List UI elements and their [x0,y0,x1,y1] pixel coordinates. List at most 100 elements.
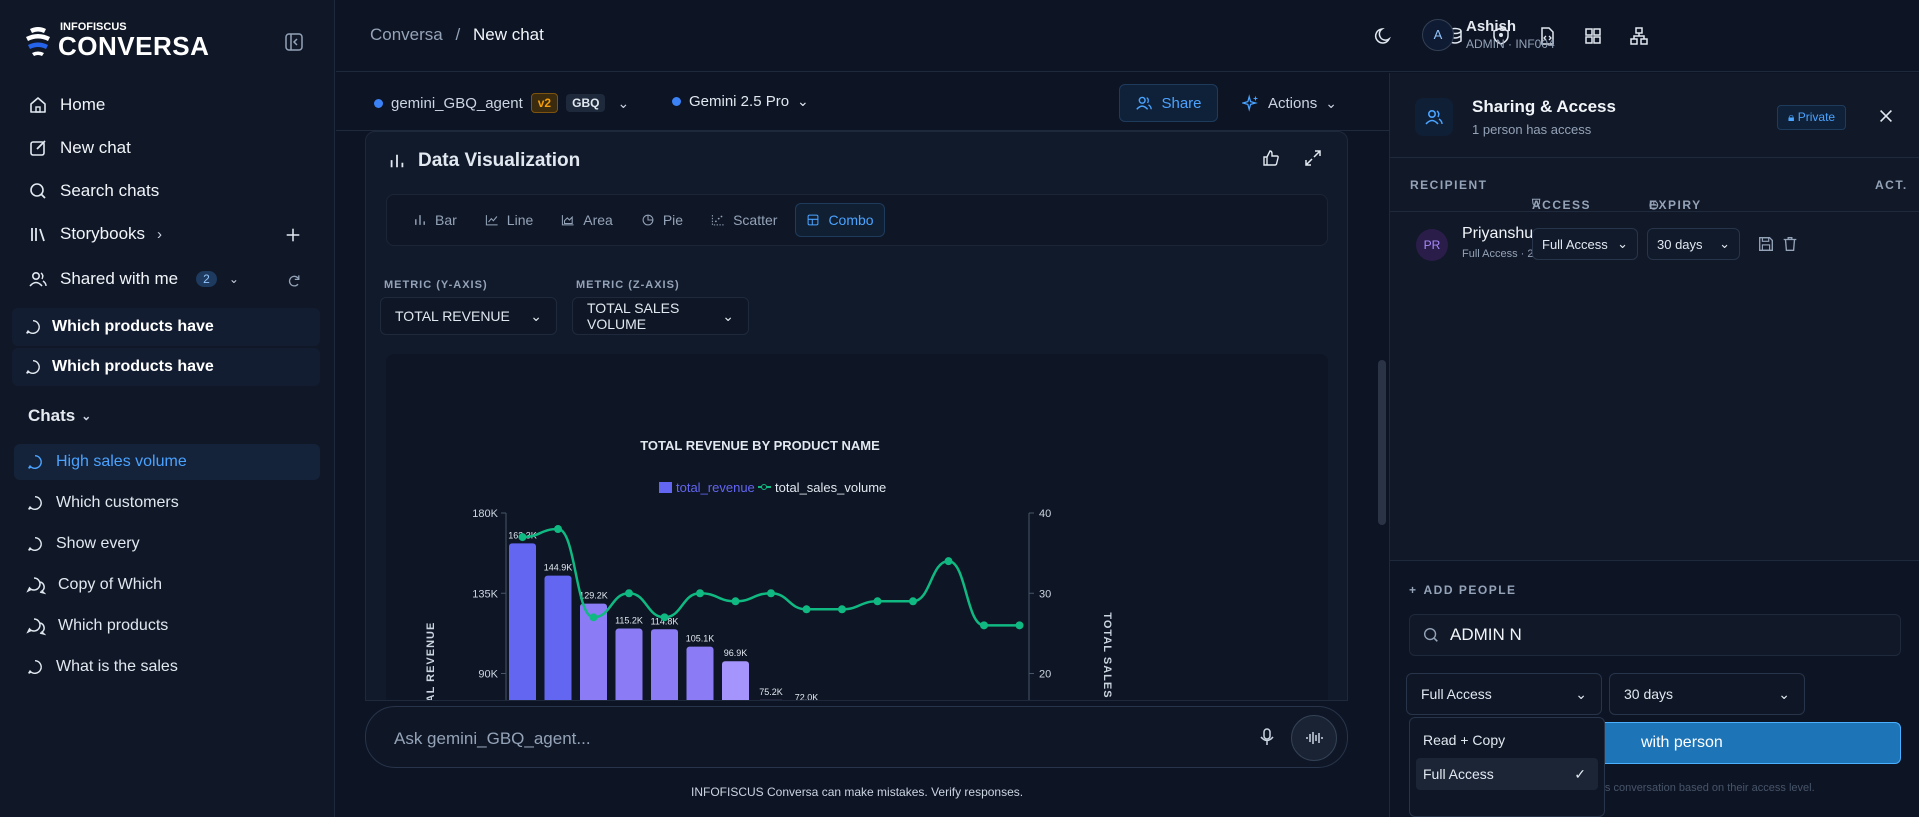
trash-icon[interactable] [1781,235,1799,253]
chats-icon [26,577,46,595]
y-tick-label: 135K [472,588,498,600]
y2-tick-label: 20 [1039,669,1051,681]
dropdown-option-read-copy[interactable]: Read + Copy [1416,724,1598,756]
people-search-input[interactable]: ADMIN N [1409,614,1901,656]
metric-y-select[interactable]: TOTAL REVENUE ⌄ [380,297,557,335]
share-label: Share [1161,94,1202,112]
chat-input-placeholder: Ask gemini_GBQ_agent... [394,729,591,748]
chat-item[interactable]: High sales volume [14,444,320,480]
grid-icon[interactable] [1583,26,1603,46]
line-point [554,525,562,534]
tab-combo[interactable]: Combo [795,203,885,237]
chat-input[interactable]: Ask gemini_GBQ_agent... [365,706,1348,768]
bar [686,646,714,700]
nav-new-chat[interactable]: New chat [28,138,131,158]
user-name: Ashish [1466,18,1517,35]
pinned-chat[interactable]: Which products have [12,308,320,346]
new-expiry-select[interactable]: 30 days ⌄ [1609,673,1805,715]
clock-icon: ◷ [1649,199,1661,211]
nav-storybooks-label: Storybooks [60,224,146,243]
nav-storybooks[interactable]: Storybooks › [28,224,162,244]
tab-area[interactable]: Area [551,204,623,236]
chats-section-header[interactable]: Chats ⌄ [28,406,91,426]
nav-new-chat-label: New chat [60,138,131,157]
tab-line[interactable]: Line [475,204,543,236]
line-point [1015,621,1024,630]
combo-chart: TOTAL REVENUE BY PRODUCT NAME total_reven… [425,438,1113,700]
col-access-label: ACCESS [1532,198,1592,212]
collapse-sidebar-icon[interactable] [284,32,304,52]
metric-z-label: METRIC (Z-AXIS) [576,279,680,291]
chat-item-label: Show every [56,535,140,552]
tab-bar[interactable]: Bar [403,204,467,236]
user-menu[interactable]: A Ashish ADMIN · INF004 [1422,18,1555,51]
tab-scatter[interactable]: Scatter [701,204,787,236]
privacy-badge[interactable]: 🔒︎ Private [1777,105,1847,130]
new-access-select[interactable]: Full Access ⌄ [1406,673,1602,715]
add-storybook-icon[interactable] [284,226,302,244]
recipient-row: PR Priyanshu Full Access · 2... Full Acc… [1390,212,1919,276]
access-dropdown-menu: Read + Copy Full Access ✓ [1409,717,1605,817]
chat-item[interactable]: Which customers [14,485,320,521]
recipient-access-select[interactable]: Full Access ⌄ [1532,228,1638,260]
moon-icon[interactable] [1374,26,1394,46]
bar-value-label: 129.2K [579,591,608,601]
recipient-expiry-select[interactable]: 30 days ⌄ [1647,228,1740,260]
refresh-icon[interactable] [286,273,302,289]
share-with-person-button[interactable]: with person [1590,722,1901,764]
viz-tools [1261,148,1323,168]
metric-z-select[interactable]: TOTAL SALES VOLUME ⌄ [572,297,749,335]
scatter-chart-icon [711,215,724,226]
line-point [944,557,953,566]
line-point [589,613,598,622]
save-icon[interactable] [1757,235,1775,253]
source-badge: GBQ [566,94,606,112]
nav-search[interactable]: Search chats [28,181,159,201]
chat-item[interactable]: Copy of Which [14,567,320,603]
tab-label: Pie [662,212,684,228]
dropdown-option-label: Full Access [1423,766,1494,782]
y-tick-label: 90K [478,669,498,681]
chat-bubble-icon [28,454,42,470]
close-icon[interactable] [1877,107,1895,125]
dropdown-option-full-access[interactable]: Full Access ✓ [1416,758,1598,790]
share-button[interactable]: Share [1119,84,1218,122]
recipient-name: Priyanshu [1462,225,1534,242]
chat-item[interactable]: Show every [14,526,320,562]
agent-selector[interactable]: gemini_GBQ_agent v2 GBQ ⌄ [374,93,629,113]
legend-label-revenue: total_revenue [676,480,755,495]
chat-item-label: Which customers [56,494,179,511]
breadcrumb-root[interactable]: Conversa [370,25,443,44]
actions-button[interactable]: Actions ⌄ [1242,84,1337,122]
pinned-chat[interactable]: Which products have [12,348,320,386]
expand-icon[interactable] [1303,148,1323,168]
bar-chart-icon [390,154,404,168]
metric-z-value: TOTAL SALES VOLUME [587,300,680,332]
thumbs-up-icon[interactable] [1261,148,1281,168]
chat-bubble-icon [28,659,42,675]
chart-title: TOTAL REVENUE BY PRODUCT NAME [640,438,880,453]
chevron-down-icon: ⌄ [1575,685,1587,702]
disclaimer: INFOFISCUS Conversa can make mistakes. V… [691,785,1024,799]
chats-icon [26,618,46,636]
network-icon[interactable] [1629,26,1649,46]
area-chart-icon [562,215,574,226]
chat-bubble-icon [28,536,42,552]
chat-item[interactable]: Which products [14,608,320,644]
logo-brand-small: INFOFISCUS [60,21,127,33]
scrollbar[interactable] [1378,360,1386,525]
line-point [767,589,775,598]
nav-home[interactable]: Home [28,95,105,115]
logo[interactable]: INFOFISCUS CONVERSA [24,22,209,59]
tab-pie[interactable]: Pie [631,204,693,236]
voice-mode-button[interactable] [1291,715,1337,761]
model-selector[interactable]: Gemini 2.5 Pro ⌄ [672,93,809,110]
microphone-icon[interactable] [1257,727,1277,747]
legend-label-volume: total_sales_volume [775,480,886,495]
chat-item[interactable]: What is the sales [14,649,320,685]
file-code-icon[interactable] [1537,26,1557,46]
nav-shared[interactable]: Shared with me 2 ⌄ [28,269,239,289]
new-expiry-value: 30 days [1624,686,1674,702]
add-people-label: ADD PEOPLE [1423,583,1517,597]
shield-icon[interactable] [1491,26,1511,46]
